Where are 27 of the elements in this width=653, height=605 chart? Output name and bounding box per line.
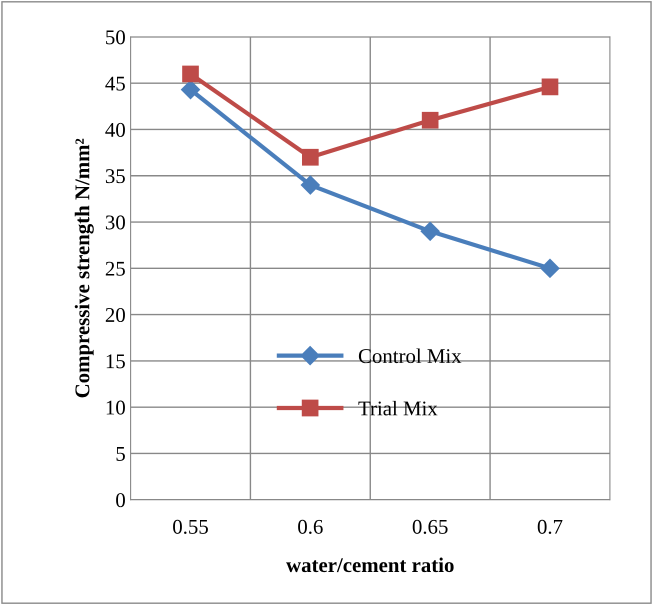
y-tick-label: 50 [106,30,125,44]
legend-label: Control Mix [358,348,462,364]
y-tick-label: 40 [105,122,125,137]
point [302,148,319,166]
y-tick-label: 10 [106,400,125,415]
x-tick-label: 0.55 [173,520,208,534]
point [540,258,560,278]
y-tick-label: 0 [116,493,125,508]
point [422,112,438,129]
point [542,78,558,96]
point [300,175,320,195]
y-tick-label: 25 [106,262,125,276]
point [420,222,440,241]
x-axis-title: water/cement ratio [286,558,454,572]
y-tick-label: 15 [106,354,125,368]
point [180,80,200,100]
legend-label: Trial Mix [358,400,438,416]
y-tick-label: 35 [106,169,125,184]
y-axis-title: Compressive strength N/mm² [74,138,94,398]
y-tick-label: 45 [105,76,125,91]
point [182,66,199,82]
y-tick-label: 20 [106,308,125,322]
x-tick-label: 0.6 [298,520,323,534]
x-tick-label: 0.7 [538,520,562,534]
x-tick-label: 0.65 [412,520,448,534]
y-tick-label: 30 [106,215,125,230]
y-tick-label: 5 [116,447,125,461]
